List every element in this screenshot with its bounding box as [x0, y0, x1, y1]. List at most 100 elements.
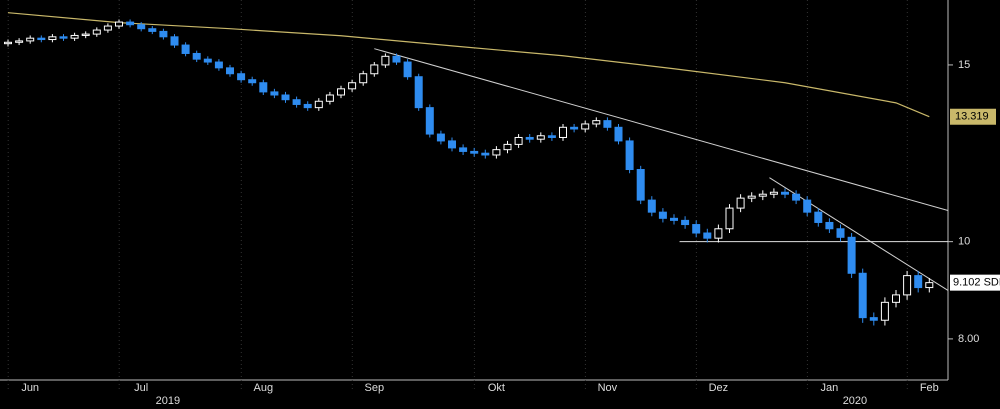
candle-body: [869, 317, 878, 321]
candle-body: [747, 195, 756, 199]
last-price-label: 9.102 SDF: [953, 277, 1000, 289]
candle-body: [470, 150, 479, 154]
candle-body: [248, 79, 257, 84]
candle-body: [359, 73, 368, 84]
candle-body: [836, 228, 845, 238]
candle-body: [581, 123, 590, 130]
x-tick-label: Nov: [598, 382, 618, 394]
candle-body: [403, 61, 412, 78]
x-tick-label: Jun: [21, 382, 39, 394]
candle-body: [337, 88, 345, 96]
candle-body: [15, 40, 24, 43]
candle-body: [614, 126, 623, 142]
moving-average: [7, 12, 930, 118]
candle-body: [781, 191, 789, 195]
x-tick-label: Jan: [821, 382, 839, 394]
candle-body: [703, 232, 712, 239]
candle-body: [370, 64, 379, 75]
candle-body: [81, 33, 90, 36]
candle-body: [892, 294, 900, 303]
candle-body: [259, 82, 268, 93]
candle-body: [803, 199, 812, 213]
x-tick-label: Okt: [488, 382, 505, 394]
candle-body: [825, 221, 834, 230]
year-label: 2019: [156, 395, 180, 407]
candle-body: [126, 21, 135, 26]
candle-body: [226, 67, 234, 75]
y-tick-label: 15: [958, 59, 970, 71]
candle-body: [292, 99, 301, 105]
candle-body: [270, 91, 279, 96]
candle-body: [847, 236, 856, 274]
candle-body: [448, 140, 456, 149]
candle-body: [914, 275, 923, 289]
candle-body: [459, 147, 468, 152]
candle-body: [492, 149, 501, 156]
candle-body: [647, 199, 656, 213]
candle-body: [159, 30, 168, 38]
year-label: 2020: [843, 395, 867, 407]
candle-body: [503, 143, 512, 151]
trendline: [374, 48, 949, 212]
candle-body: [392, 55, 401, 63]
candle-body: [26, 37, 35, 42]
candle-body: [381, 55, 390, 66]
candle-body: [692, 224, 701, 234]
candle-body: [425, 107, 434, 135]
candle-body: [192, 52, 201, 60]
ma-label: 13.319: [955, 111, 989, 123]
candle-body: [547, 135, 556, 138]
x-tick-label: Jul: [134, 382, 148, 394]
x-tick-label: Aug: [254, 382, 274, 394]
candle-body: [603, 120, 612, 128]
candle-body: [37, 37, 46, 41]
candle-body: [769, 191, 778, 195]
candle-body: [536, 135, 545, 140]
candle-body: [4, 41, 12, 45]
ma-label-box: [950, 108, 996, 125]
candle-body: [636, 169, 645, 201]
candle-body: [681, 219, 690, 226]
candle-body: [170, 36, 179, 46]
candle-body: [758, 193, 767, 197]
candle-body: [414, 76, 423, 109]
candle-body: [48, 36, 57, 41]
candle-body: [903, 275, 912, 296]
candle-body: [115, 21, 123, 27]
candle-body: [281, 94, 290, 101]
y-tick-label: 8.00: [958, 333, 979, 345]
candle-body: [92, 29, 101, 35]
candle-body: [592, 120, 601, 125]
candle-body: [736, 197, 745, 209]
candle-body: [348, 82, 357, 90]
candle-body: [70, 34, 79, 39]
candle-body: [625, 140, 634, 171]
candle-body: [925, 282, 934, 289]
candle-body: [314, 100, 323, 109]
candle-body: [59, 36, 68, 39]
candle-body: [148, 28, 157, 32]
candle-body: [725, 207, 734, 230]
candle-body: [880, 301, 889, 321]
candle-body: [137, 24, 146, 30]
candle-body: [814, 211, 823, 223]
candle-body: [481, 152, 490, 156]
candle-body: [325, 94, 334, 102]
candle-body: [570, 126, 579, 130]
candle-body: [514, 136, 523, 145]
candle-body: [792, 193, 801, 201]
candle-body: [858, 272, 867, 319]
candle-body: [203, 58, 212, 63]
candle-body: [714, 228, 723, 239]
y-tick-label: 10: [958, 236, 970, 248]
candle-body: [670, 217, 678, 221]
candle-body: [214, 61, 223, 69]
x-tick-label: Feb: [920, 382, 939, 394]
candle-body: [103, 25, 112, 31]
candle-body: [559, 126, 567, 138]
candle-body: [181, 44, 190, 54]
x-tick-label: Dez: [709, 382, 729, 394]
x-tick-label: Sep: [365, 382, 385, 394]
